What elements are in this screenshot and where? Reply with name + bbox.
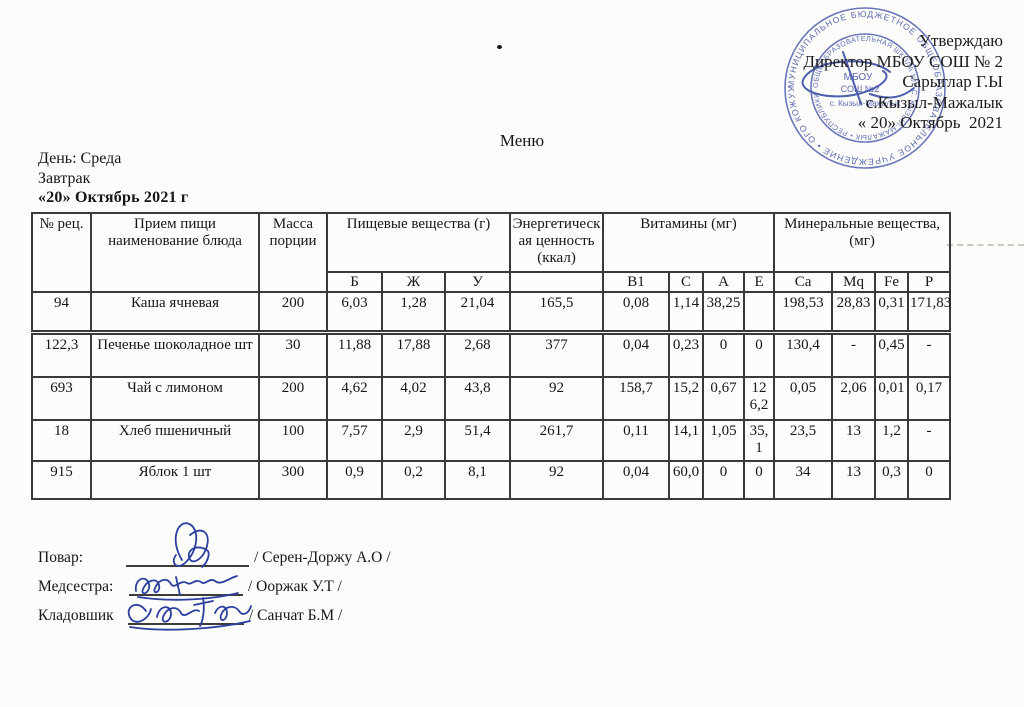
- subcol-e: Е: [743, 271, 776, 293]
- meal-label: Завтрак: [38, 169, 91, 187]
- signature-row-storekeeper: Кладовшик / Санчат Б.М /: [38, 605, 342, 627]
- table-row: 693 Чай с лимоном 200 4,62 4,02 43,8 92 …: [31, 376, 952, 421]
- approval-block: Утверждаю Директор МБОУ СОШ № 2 Сарыглар…: [803, 31, 1003, 134]
- subcol-zh: Ж: [381, 271, 446, 293]
- signer-name: / Серен-Доржу А.О /: [254, 549, 391, 566]
- signature-row-nurse: Медсестра: / Ооржак У.Т /: [38, 576, 342, 598]
- subcol-u: У: [443, 271, 512, 293]
- signature-line: [128, 605, 244, 625]
- day-label: День: Среда: [38, 150, 122, 167]
- scan-artifact-line: [947, 244, 1024, 246]
- col-header-recipe: № рец.: [31, 212, 92, 293]
- subcol-a: А: [702, 271, 746, 293]
- school-stamp-icon: МУНИЦИПАЛЬНОЕ БЮДЖЕТНОЕ ОБЩЕОБРАЗОВАТЕЛЬ…: [740, 0, 946, 169]
- signer-name: / Ооржак У.Т /: [248, 578, 342, 595]
- signer-role: Медсестра:: [38, 578, 114, 595]
- col-header-mass: Масса порции: [258, 212, 328, 293]
- approval-line: Сарыглар Г.Ы: [902, 72, 1003, 91]
- table-row: 18 Хлеб пшеничный 100 7,57 2,9 51,4 261,…: [31, 419, 952, 462]
- menu-meta: День: Среда Завтрак «20» Октябрь 2021 г: [38, 149, 188, 208]
- stamp-center-line1: МБОУ: [844, 72, 873, 83]
- signer-role: Повар:: [38, 549, 83, 566]
- col-header-vitamins: Витамины (мг): [602, 212, 776, 273]
- subcol-fe: Fe: [874, 271, 910, 293]
- subcol-b: Б: [326, 271, 383, 293]
- approval-line: Утверждаю: [918, 31, 1003, 50]
- approval-line: « 20» Октябрь 2021: [857, 113, 1003, 132]
- table-row: 915 Яблок 1 шт 300 0,9 0,2 8,1 92 0,04 6…: [31, 460, 952, 500]
- signature-line: [126, 547, 249, 567]
- col-header-energy: Энергетическая ценность (ккал): [509, 212, 605, 273]
- ink-dot: [497, 45, 502, 49]
- signature-line: [129, 576, 243, 596]
- subcol-b1: В1: [602, 271, 671, 293]
- col-header-minerals: Минеральные вещества, (мг): [773, 212, 952, 273]
- director-signature-icon: [801, 51, 915, 105]
- stamp-center-line3: с. Кызыл-Мажалык: [830, 99, 901, 108]
- approval-line: с.Кызыл-Мажалык: [865, 92, 1003, 112]
- page-title: Меню: [499, 131, 545, 150]
- signer-name: / Санчат Б.М /: [249, 607, 343, 624]
- subcol-mq: Mq: [831, 271, 877, 293]
- col-header-nutrients: Пищевые вещества (г): [325, 212, 512, 273]
- subcol-p: Р: [907, 271, 952, 293]
- subcol-c: С: [668, 271, 705, 293]
- col-header-dish: Прием пищи наименование блюда: [90, 212, 260, 293]
- subcol-energy-empty: [509, 271, 605, 293]
- approval-line: Директор МБОУ СОШ № 2: [803, 51, 1003, 71]
- stamp-center-line2: СОШ №2: [841, 84, 880, 94]
- date-label: «20» Октябрь 2021 г: [38, 189, 189, 206]
- signature-row-cook: Повар: / Серен-Доржу А.О /: [38, 547, 391, 569]
- menu-table: № рец. Прием пищи наименование блюда Мас…: [31, 212, 951, 500]
- table-row: 122,3 Печенье шоколадное шт 30 11,88 17,…: [31, 329, 952, 378]
- table-row: 94 Каша ячневая 200 6,03 1,28 21,04 165,…: [31, 291, 951, 333]
- signer-role: Кладовшик: [38, 607, 114, 624]
- subcol-ca: Са: [773, 271, 834, 293]
